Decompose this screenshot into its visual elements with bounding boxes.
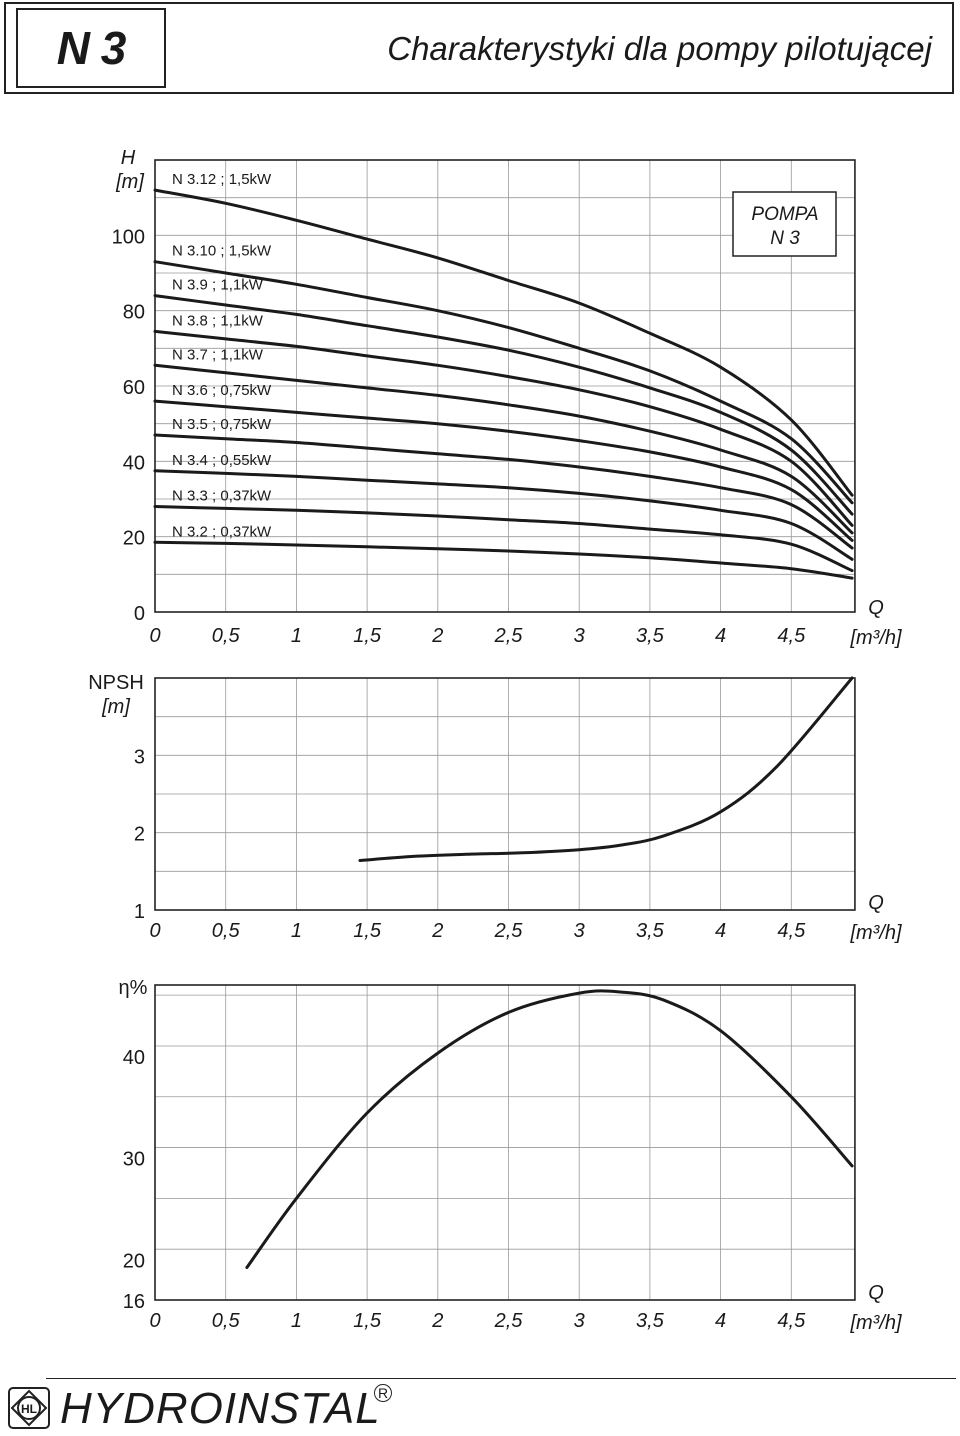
x-tick-label: 4,5 [777,1310,806,1332]
x-axis-label: Q [868,892,884,914]
x-tick-label: 1 [291,920,302,942]
x-tick-label: 1 [291,1310,302,1332]
series-label: N 3.5 ; 0,75kW [172,416,272,433]
y-tick-label: 3 [134,746,145,768]
series-line [153,505,854,573]
x-tick-label: 3,5 [636,920,665,942]
x-tick-label: 3 [574,625,585,647]
series-line [153,260,854,505]
series-line [358,676,854,862]
x-tick-label: 4,5 [777,920,806,942]
series-line [153,469,854,561]
series-label: N 3.3 ; 0,37kW [172,488,272,505]
x-axis-unit: [m³/h] [849,922,902,944]
series-line [153,433,854,550]
series-line [153,399,854,542]
x-tick-label: 4,5 [777,625,806,647]
x-tick-label: 2 [431,920,443,942]
y-tick-label: 40 [123,452,145,474]
series-label: N 3.9 ; 1,1kW [172,277,264,294]
footer-divider [46,1378,956,1379]
series-label: N 3.12 ; 1,5kW [172,171,272,188]
series-line [245,989,854,1269]
x-tick-label: 1,5 [353,920,382,942]
y-tick-label: 100 [112,226,145,248]
series-line [153,363,854,535]
x-tick-label: 3,5 [636,625,665,647]
x-tick-label: 4 [715,1310,726,1332]
x-axis-label: Q [868,1282,884,1304]
x-tick-label: 0 [149,920,160,942]
legend-box [732,191,837,257]
x-tick-label: 3 [574,920,585,942]
y-tick-label: 30 [123,1149,145,1171]
brand-name: HYDROINSTAL [60,1384,381,1433]
x-tick-label: 2,5 [494,920,524,942]
plot-frame [154,677,856,911]
y-tick-label: 80 [123,302,145,324]
logo-text: HL [21,1402,37,1416]
series-line [153,294,854,516]
series-label: N 3.2 ; 0,37kW [172,523,272,540]
series-label: N 3.4 ; 0,55kW [172,452,272,469]
x-tick-label: 1,5 [353,625,382,647]
y-tick-label: 0 [134,603,145,625]
plot-frame [154,984,856,1301]
x-axis-label: Q [868,597,884,619]
x-tick-label: 4 [715,920,726,942]
y-tick-label: 60 [123,377,145,399]
legend-line-2: N 3 [770,228,800,249]
x-tick-label: 3 [574,1310,585,1332]
y-tick-label: 20 [123,1250,145,1272]
x-tick-label: 0,5 [212,625,241,647]
y-axis-label: η% [119,977,148,999]
page-title: Charakterystyki dla pompy pilotującej [387,30,932,67]
x-tick-label: 1 [291,625,302,647]
x-tick-label: 1,5 [353,1310,382,1332]
y-tick-label: 1 [134,901,145,923]
x-tick-label: 0 [149,1310,160,1332]
registered-mark: R [374,1384,392,1402]
series-line [153,329,854,527]
header-frame: N 3 Charakterystyki dla pompy pilotujące… [4,2,954,94]
x-tick-label: 0,5 [212,920,241,942]
x-tick-label: 2,5 [494,625,524,647]
pump-code: N 3 [56,22,127,74]
x-tick-label: 3,5 [636,1310,665,1332]
y-axis-unit: [m] [115,171,144,193]
plot-frame [154,159,856,613]
pump-code-box: N 3 [16,8,166,88]
series-label: N 3.10 ; 1,5kW [172,243,272,260]
x-axis-unit: [m³/h] [849,1312,902,1334]
series-line [153,188,854,497]
series-label: N 3.6 ; 0,75kW [172,382,272,399]
y-axis-unit: [m] [101,696,130,718]
x-tick-label: 2 [431,1310,443,1332]
hydroinstal-logo-icon: HL [8,1387,50,1429]
series-line [153,540,854,580]
legend-line-1: POMPA [751,204,818,225]
x-tick-label: 2 [431,625,443,647]
x-tick-label: 2,5 [494,1310,524,1332]
y-tick-label: 20 [123,528,145,550]
y-tick-label: 40 [123,1047,145,1069]
y-tick-label: 2 [134,824,145,846]
y-axis-label: NPSH [88,672,144,694]
x-tick-label: 4 [715,625,726,647]
x-tick-label: 0,5 [212,1310,241,1332]
y-tick-label: 16 [123,1291,145,1313]
series-label: N 3.8 ; 1,1kW [172,312,264,329]
series-label: N 3.7 ; 1,1kW [172,346,264,363]
y-axis-label: H [121,147,136,169]
x-axis-unit: [m³/h] [849,627,902,649]
x-tick-label: 0 [149,625,160,647]
